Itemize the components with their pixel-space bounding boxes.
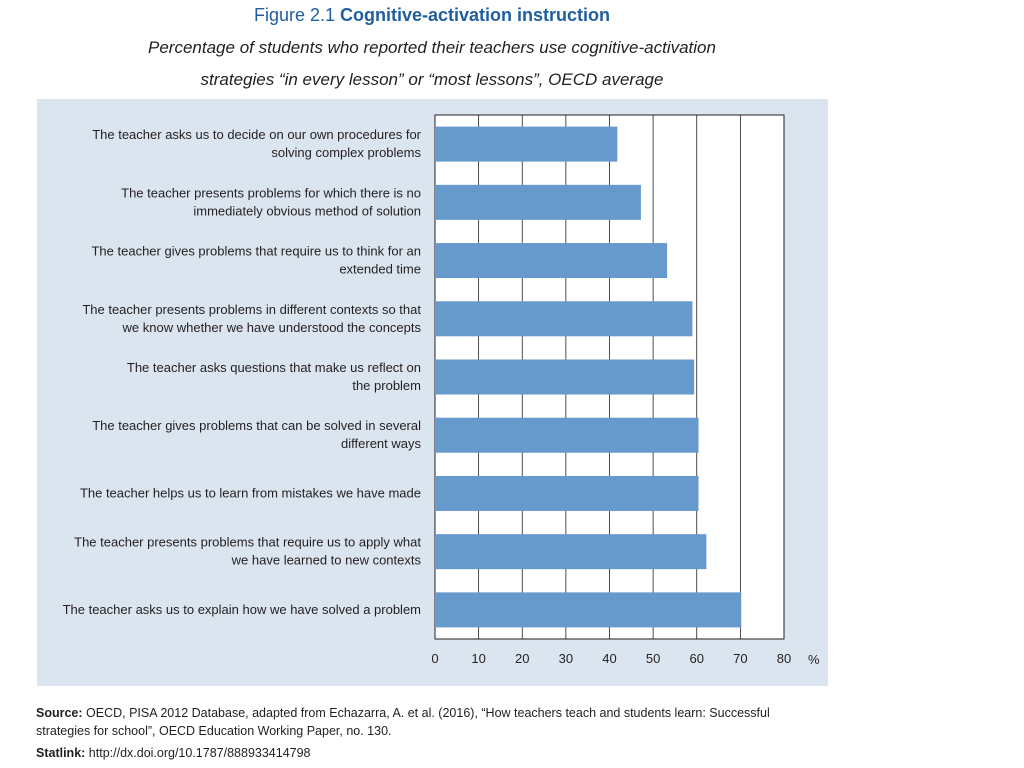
bar-5 (435, 359, 695, 395)
source-label: Source: (36, 706, 83, 720)
tick-label-0: 0 (431, 651, 438, 666)
bar-chart: The teacher asks us to decide on our own… (63, 114, 820, 667)
tick-label-70: 70 (733, 651, 747, 666)
category-label-3-line-1: The teacher gives problems that require … (91, 244, 421, 259)
category-label-7-line-1: The teacher helps us to learn from mista… (80, 485, 421, 500)
bar-6 (435, 417, 699, 453)
figure-subtitle-line2: strategies “in every lesson” or “most le… (200, 70, 664, 89)
category-label-2-line-1: The teacher presents problems for which … (121, 185, 421, 200)
category-label-3-line-2: extended time (339, 262, 421, 277)
bar-4 (435, 301, 693, 337)
tick-label-20: 20 (515, 651, 529, 666)
category-label-8-line-2: we have learned to new contexts (231, 553, 422, 568)
statlink-label: Statlink: (36, 746, 86, 760)
statlink: Statlink: http://dx.doi.org/10.1787/8889… (36, 746, 311, 760)
axis-unit-label: % (808, 652, 820, 667)
bar-8 (435, 534, 707, 570)
source-note: Source: OECD, PISA 2012 Database, adapte… (36, 704, 796, 740)
category-label-6-line-2: different ways (341, 436, 421, 451)
bar-2 (435, 184, 641, 220)
bar-7 (435, 475, 699, 511)
source-text-line2: strategies for school”, OECD Education W… (36, 724, 392, 738)
chart-panel: The teacher asks us to decide on our own… (37, 99, 828, 686)
tick-label-40: 40 (602, 651, 616, 666)
category-label-4-line-2: we know whether we have understood the c… (122, 320, 422, 335)
category-label-4-line-1: The teacher presents problems in differe… (82, 302, 421, 317)
category-label-6-line-1: The teacher gives problems that can be s… (92, 418, 421, 433)
bar-3 (435, 243, 668, 279)
tick-label-10: 10 (471, 651, 485, 666)
tick-label-50: 50 (646, 651, 660, 666)
source-text-line1: OECD, PISA 2012 Database, adapted from E… (86, 706, 770, 720)
figure-title: Figure 2.1 Cognitive-activation instruct… (0, 5, 864, 26)
tick-label-30: 30 (559, 651, 573, 666)
figure-title-text: Cognitive-activation instruction (340, 5, 611, 25)
figure-number: Figure 2.1 (253, 5, 335, 25)
tick-label-80: 80 (777, 651, 791, 666)
category-label-5-line-1: The teacher asks questions that make us … (127, 360, 421, 375)
bar-1 (435, 126, 618, 162)
category-label-1-line-2: solving complex problems (271, 145, 421, 160)
tick-label-60: 60 (690, 651, 704, 666)
category-label-1-line-1: The teacher asks us to decide on our own… (92, 127, 421, 142)
figure-subtitle-line1: Percentage of students who reported thei… (148, 38, 716, 57)
category-label-9-line-1: The teacher asks us to explain how we ha… (63, 602, 421, 617)
category-label-5-line-2: the problem (352, 378, 421, 393)
category-label-2-line-2: immediately obvious method of solution (193, 203, 421, 218)
statlink-url[interactable]: http://dx.doi.org/10.1787/888933414798 (88, 746, 311, 760)
bar-9 (435, 592, 742, 628)
category-label-8-line-1: The teacher presents problems that requi… (74, 535, 421, 550)
